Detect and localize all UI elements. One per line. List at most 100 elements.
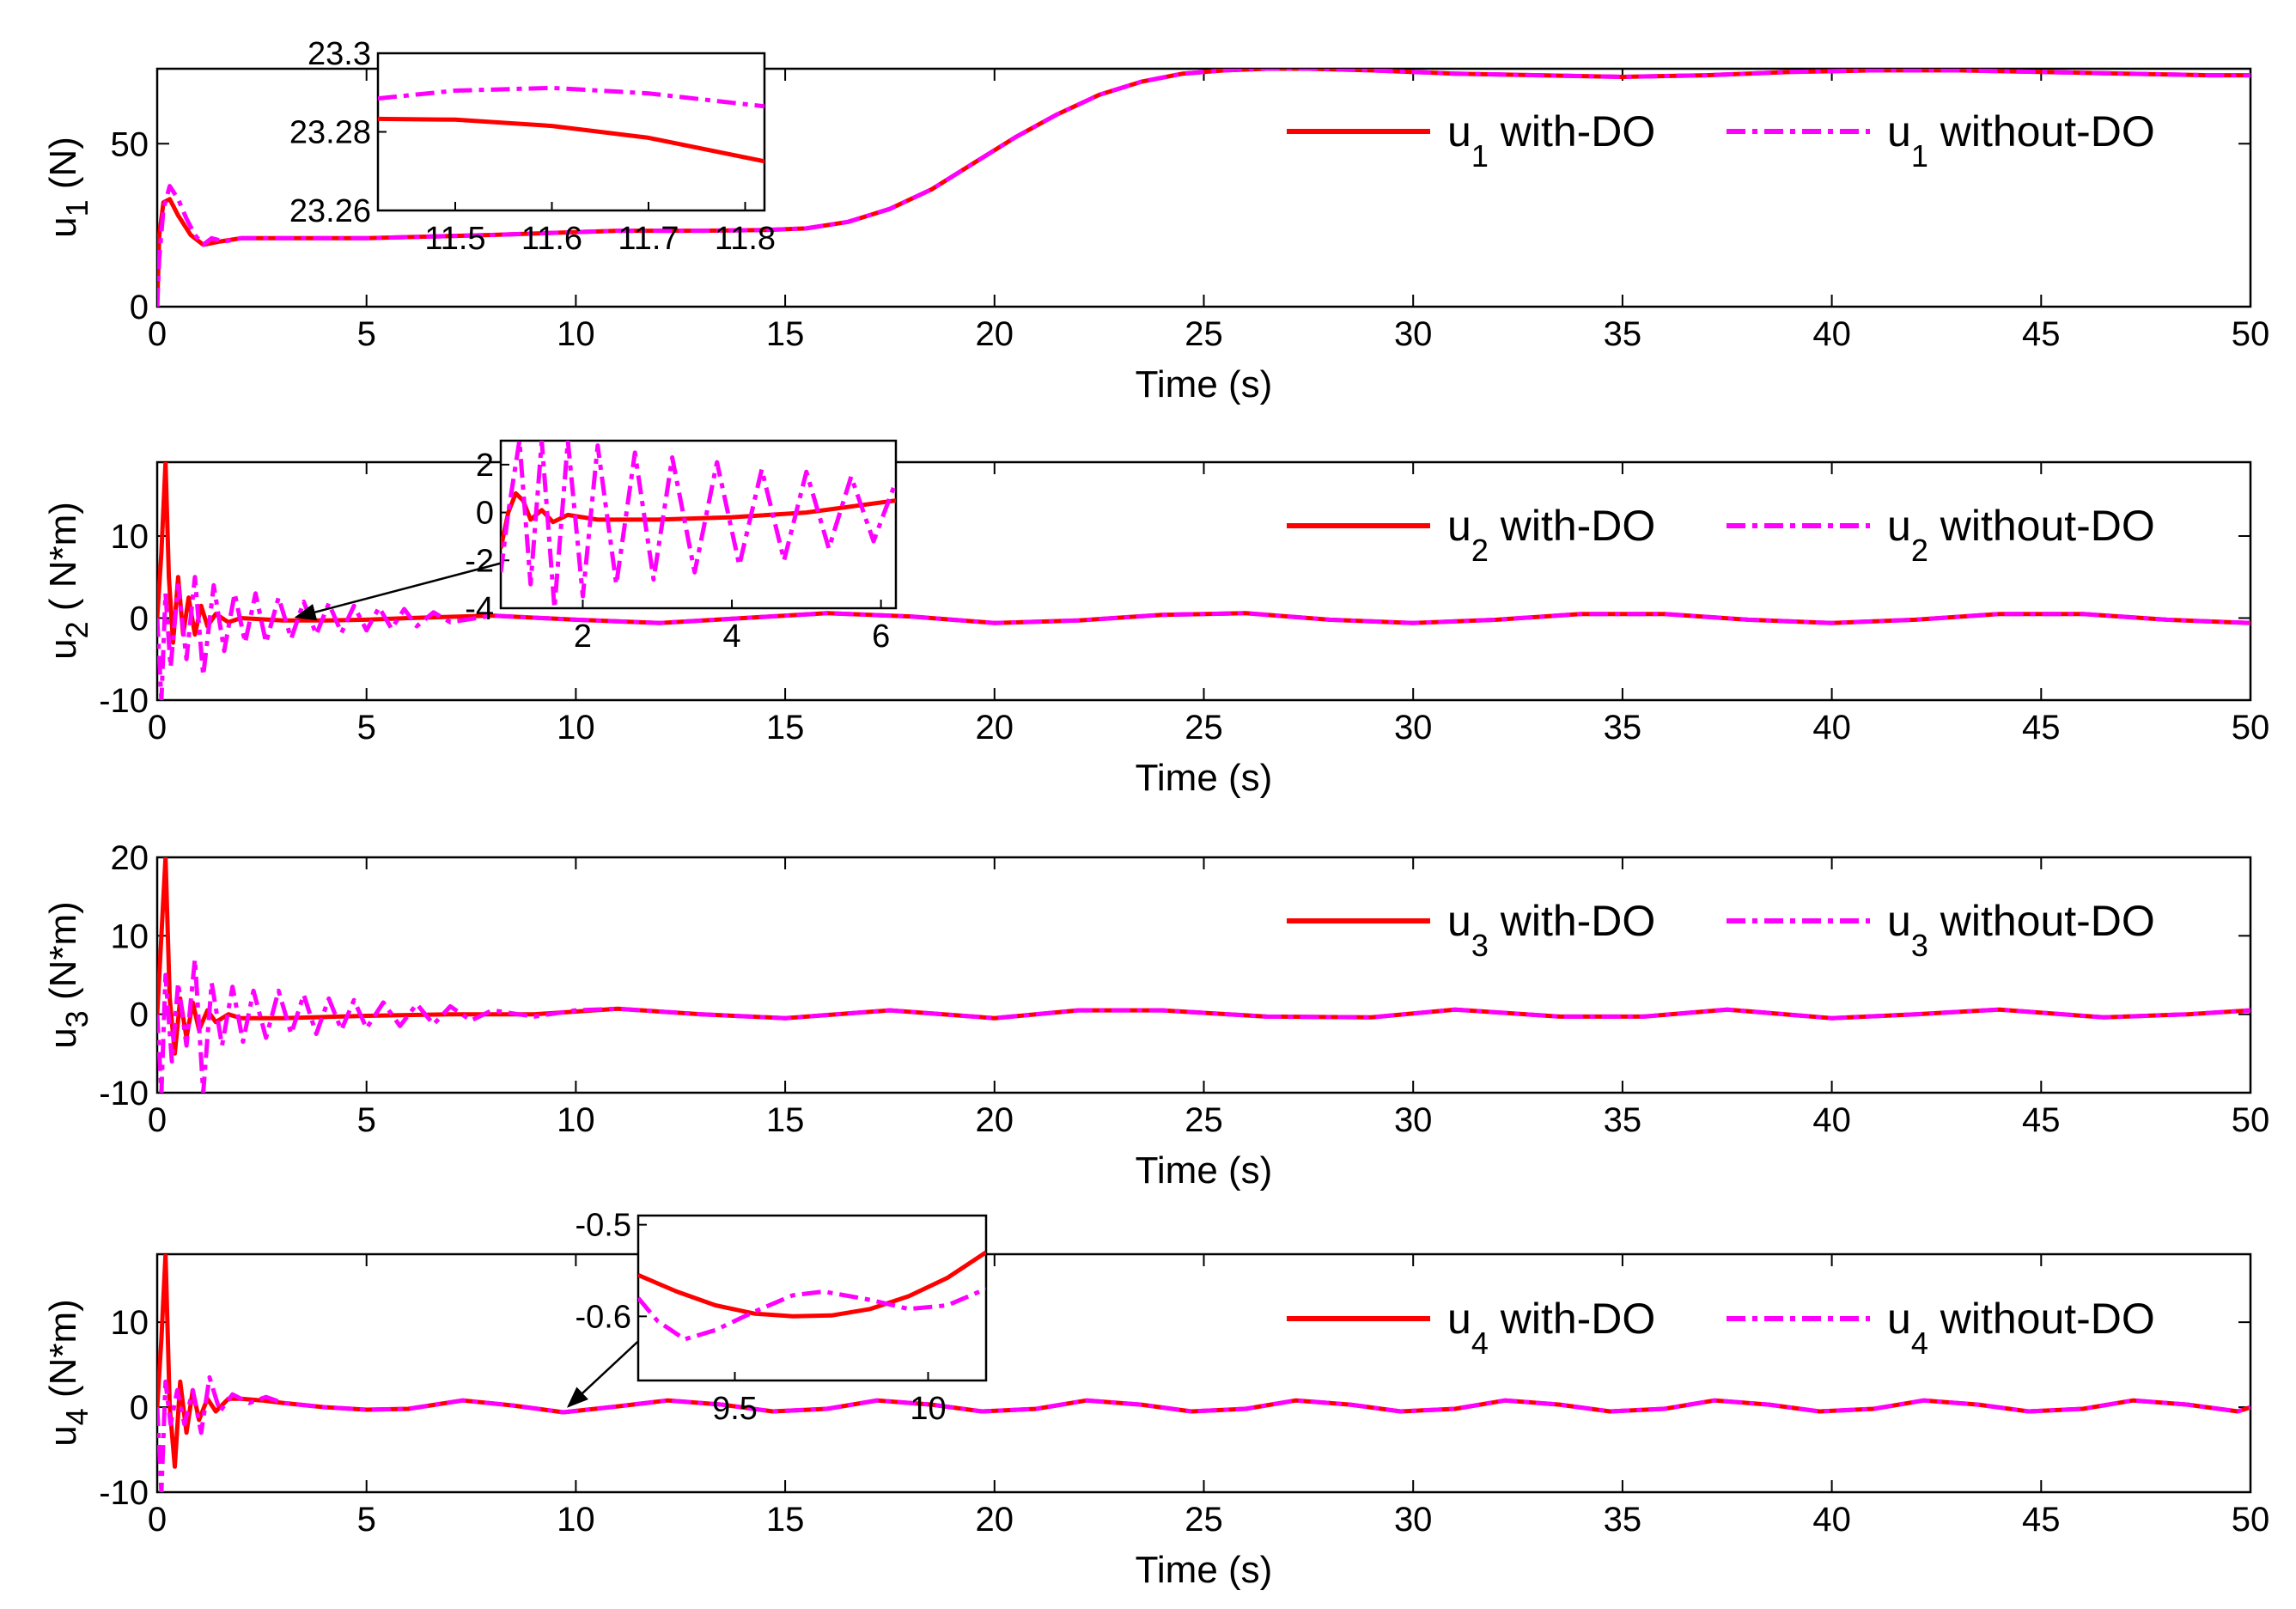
x-tick-label: 10 [557, 1501, 595, 1539]
x-tick-label: 25 [1185, 315, 1223, 353]
inset-x-tick-label: 11.7 [618, 221, 679, 257]
legend-label: u3 without-DO [1887, 897, 2155, 963]
x-tick-label: 15 [766, 1101, 805, 1139]
y-axis-label: u4 (N*m) [42, 1299, 94, 1447]
y-tick-label: -10 [99, 1474, 149, 1512]
x-tick-label: 45 [2022, 315, 2061, 353]
inset-x-tick-label: 2 [574, 619, 592, 655]
legend-label: u1 without-DO [1887, 107, 2155, 174]
legend: u3 with-DO u3 without-DO [1287, 897, 2155, 963]
x-tick-label: 15 [766, 709, 805, 747]
x-tick-label: 50 [2232, 1501, 2270, 1539]
legend: u2 with-DO u2 without-DO [1287, 502, 2155, 568]
series-line-with-do [157, 69, 2250, 307]
inset-y-tick-label: -0.5 [576, 1208, 631, 1244]
x-tick-label: 40 [1812, 709, 1851, 747]
x-tick-label: 10 [557, 315, 595, 353]
inset-y-tick-label: -0.6 [576, 1299, 631, 1335]
x-tick-label: 0 [148, 1101, 167, 1139]
y-tick-label: 20 [111, 839, 149, 877]
inset-series-line-without-do [378, 85, 764, 109]
x-tick-label: 25 [1185, 1101, 1223, 1139]
x-tick-label: 40 [1812, 1101, 1851, 1139]
legend-label: u4 without-DO [1887, 1295, 2155, 1361]
x-tick-label: 5 [357, 709, 376, 747]
y-tick-label: 0 [130, 1389, 149, 1427]
x-tick-label: 30 [1394, 709, 1433, 747]
inset-x-tick-label: 10 [910, 1391, 946, 1427]
legend-label: u2 with-DO [1447, 502, 1655, 568]
legend-label: u2 without-DO [1887, 502, 2155, 568]
y-tick-label: 10 [111, 1304, 149, 1342]
inset-series-line-without-do [501, 441, 896, 608]
subplot-1: 0 5 10 15 20 25 30 35 40 45 50 0 50 Time (s) u1 (N) u1 … [42, 36, 2269, 405]
legend-label: u3 with-DO [1447, 897, 1655, 963]
y-axis-label: u2 ( N*m) [42, 502, 94, 660]
x-tick-label: 50 [2232, 709, 2270, 747]
y-tick-label: 0 [130, 996, 149, 1034]
x-tick-label: 35 [1604, 315, 1642, 353]
x-tick-label: 20 [976, 1101, 1014, 1139]
zoom-arrow [294, 559, 510, 621]
x-tick-label: 45 [2022, 709, 2061, 747]
inset-y-tick-label: -2 [465, 543, 494, 579]
inset-series-line-with-do [501, 491, 896, 549]
x-tick-label: 35 [1604, 1101, 1642, 1139]
inset-zoom: 11.5 11.6 11.7 11.8 23.26 23.28 23.3 [289, 36, 776, 257]
x-tick-label: 0 [148, 315, 167, 353]
x-tick-label: 15 [766, 1501, 805, 1539]
inset-y-tick-label: 23.3 [308, 36, 371, 72]
x-tick-label: 50 [2232, 315, 2270, 353]
x-tick-label: 35 [1604, 709, 1642, 747]
x-tick-label: 30 [1394, 315, 1433, 353]
series-line-without-do [157, 1374, 2250, 1492]
x-tick-label: 0 [148, 709, 167, 747]
inset-x-tick-label: 4 [722, 619, 740, 655]
inset-y-tick-label: -4 [465, 591, 494, 627]
y-axis-label: u3 (N*m) [42, 901, 94, 1049]
legend-label: u4 with-DO [1447, 1295, 1655, 1361]
x-tick-label: 40 [1812, 1501, 1851, 1539]
x-tick-label: 25 [1185, 709, 1223, 747]
legend-label: u1 with-DO [1447, 107, 1655, 174]
x-tick-label: 5 [357, 315, 376, 353]
x-tick-label: 20 [976, 315, 1014, 353]
inset-x-tick-label: 11.5 [424, 221, 485, 257]
x-axis-label: Time (s) [1136, 363, 1273, 405]
inset-y-tick-label: 23.26 [289, 193, 371, 229]
x-axis-label: Time (s) [1136, 1149, 1273, 1192]
inset-y-tick-label: 0 [476, 496, 494, 532]
inset-zoom: 9.5 10 -0.5 -0.6 [566, 1208, 988, 1427]
inset-series-line-without-do [638, 1287, 986, 1342]
x-tick-label: 20 [976, 709, 1014, 747]
series-line-without-do [157, 575, 2250, 700]
axes-box [155, 856, 2252, 1094]
inset-x-tick-label: 9.5 [712, 1391, 758, 1427]
axes-box [155, 460, 2252, 702]
y-tick-label: -10 [99, 1075, 149, 1112]
inset-y-tick-label: 2 [476, 448, 494, 484]
x-tick-label: 40 [1812, 315, 1851, 353]
inset-y-tick-label: 23.28 [289, 115, 371, 151]
inset-series-line-with-do [378, 116, 764, 164]
x-axis-label: Time (s) [1136, 1549, 1273, 1591]
y-tick-label: 10 [111, 917, 149, 955]
inset-x-tick-label: 6 [872, 619, 890, 655]
y-tick-label: 0 [130, 600, 149, 637]
y-axis-label: u1 (N) [42, 137, 94, 238]
y-tick-label: 0 [130, 289, 149, 326]
y-tick-label: 10 [111, 518, 149, 556]
x-tick-label: 20 [976, 1501, 1014, 1539]
x-axis-label: Time (s) [1136, 757, 1273, 799]
inset-series-line-with-do [638, 1250, 986, 1319]
x-tick-label: 50 [2232, 1101, 2270, 1139]
inset-box [376, 52, 766, 212]
y-tick-label: 50 [111, 125, 149, 163]
inset-zoom: 2 4 6 -4 -2 0 2 [294, 439, 898, 655]
zoom-arrow [566, 1332, 648, 1408]
x-tick-label: 45 [2022, 1101, 2061, 1139]
